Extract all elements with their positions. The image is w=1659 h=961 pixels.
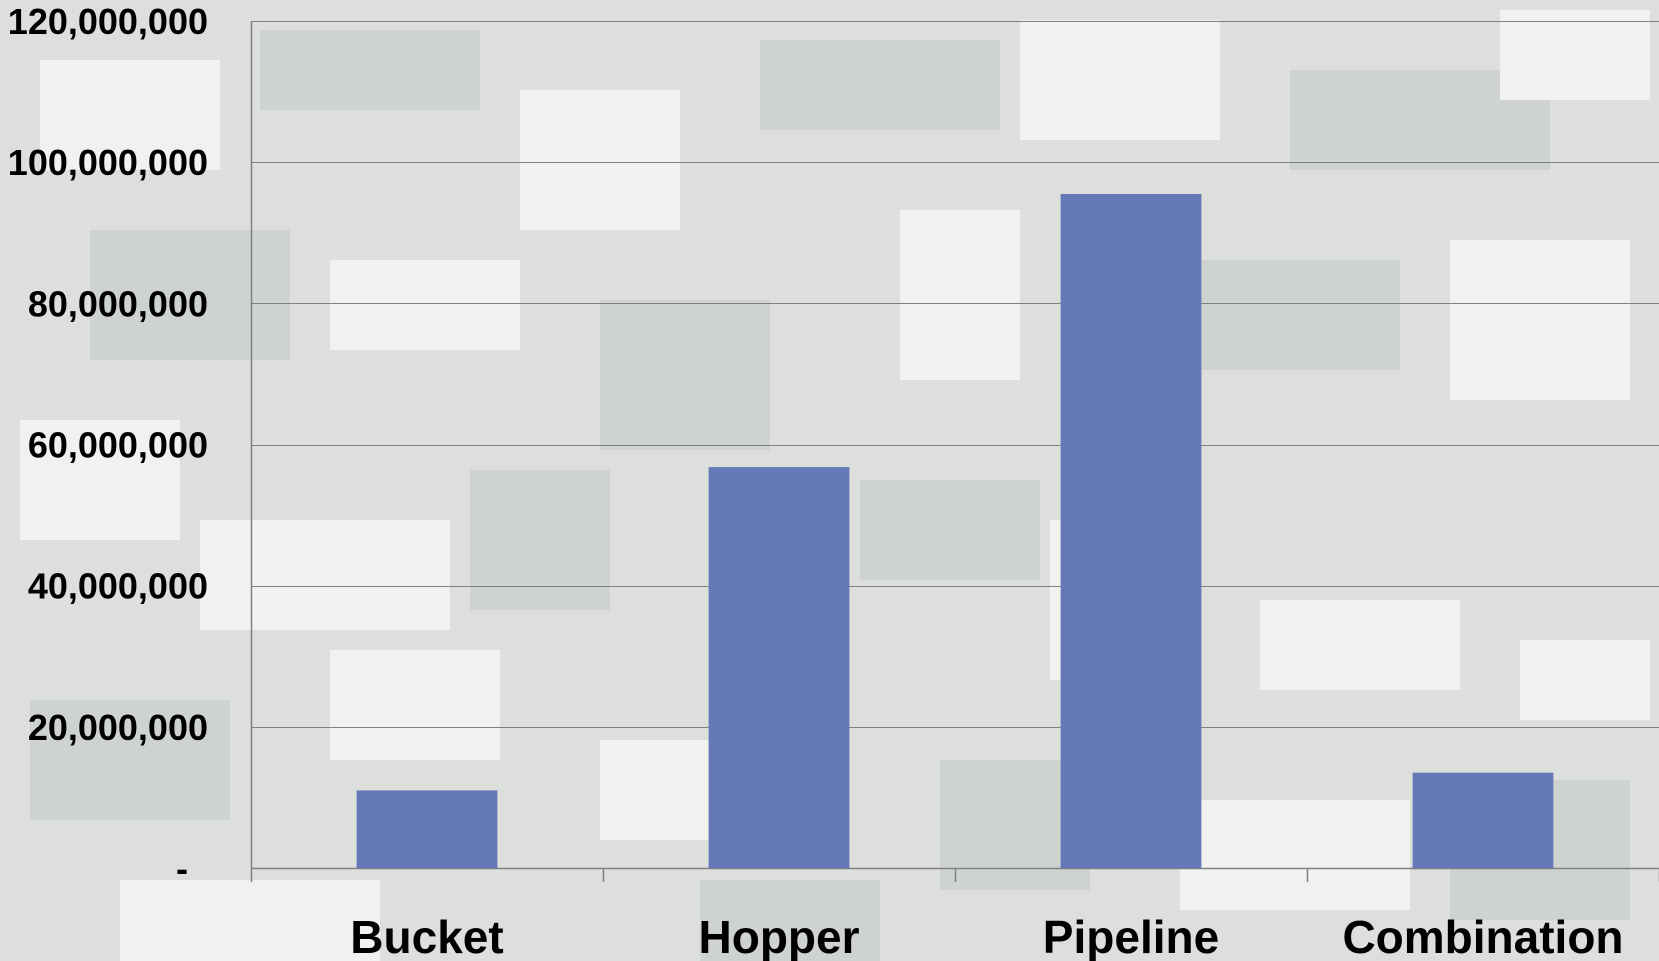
camo-patch [120,880,380,961]
camo-patch [30,700,230,820]
camo-patch [20,420,180,540]
camo-patch [200,520,450,630]
camo-patch [470,470,610,610]
bars [356,193,1554,868]
camo-patch [1020,20,1220,140]
x-tick-label-bucket: Bucket [350,911,503,961]
camo-patch [600,300,770,450]
camo-patch [330,260,520,350]
y-tick-label: 120,000,000 [8,1,208,42]
x-tick-label-hopper: Hopper [699,911,860,961]
camo-patch [40,60,220,170]
camo-patch [1500,10,1650,100]
bar-bucket [356,790,498,868]
gridlines [251,21,1659,728]
x-tick-label-pipeline: Pipeline [1043,911,1219,961]
camo-patch [1450,240,1630,400]
y-tick-label: 40,000,000 [28,566,208,607]
y-tick-label: 100,000,000 [8,142,208,183]
y-tick-label: 20,000,000 [28,707,208,748]
bar-combination [1412,772,1554,868]
camo-patch [700,880,880,961]
camo-patch [330,650,500,760]
camo-patch [520,90,680,230]
camo-patch [1180,800,1410,910]
camo-patch [860,480,1040,580]
camo-patch [1180,260,1400,370]
camo-patch [260,30,480,110]
axes [250,21,1659,882]
y-tick-label: 80,000,000 [28,283,208,324]
bar-hopper [708,467,850,868]
x-tick-label-combination: Combination [1342,911,1623,961]
camo-patch [900,210,1020,380]
bar-pipeline [1060,193,1202,868]
camo-patch [90,230,290,360]
x-axis-tick-labels: Bucket Hopper Pipeline Combination [350,911,1623,961]
camo-patch [1520,640,1650,720]
camo-patch [1260,600,1460,690]
y-tick-label: - [176,848,188,889]
y-tick-label: 60,000,000 [28,425,208,466]
y-axis-tick-labels: - 20,000,000 40,000,000 60,000,000 80,000,00… [8,1,208,889]
camo-patch [760,40,1000,130]
